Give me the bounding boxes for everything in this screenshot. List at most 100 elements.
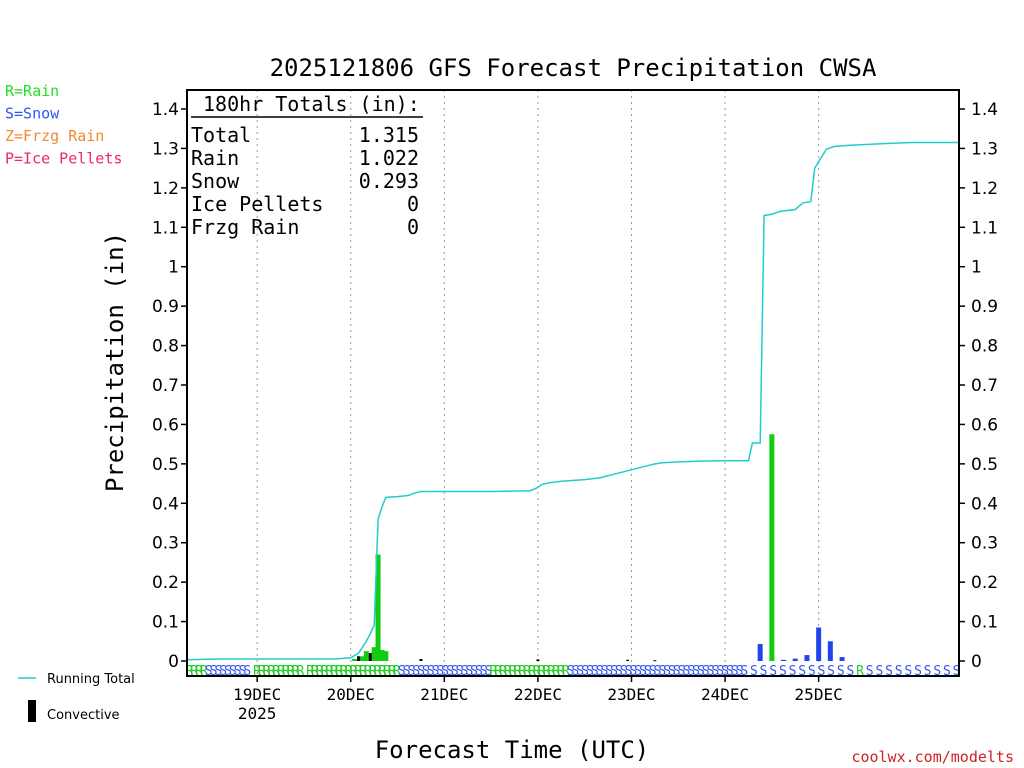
snow-bar: [827, 641, 833, 661]
ptype-char: R: [350, 664, 358, 679]
y-tick-label-right: 0.9: [971, 297, 998, 317]
ptype-char: S: [610, 664, 618, 679]
ptype-char: R: [306, 664, 314, 679]
y-tick-label-left: 0.2: [152, 573, 179, 593]
ptype-char: S: [480, 664, 488, 679]
ptype-char: S: [219, 664, 227, 679]
y-tick-label-left: 0.7: [152, 376, 179, 396]
y-tick-label-right: 0.7: [971, 376, 998, 396]
x-tick-label: 21DEC: [420, 685, 468, 704]
rain-bar: [359, 656, 365, 661]
convective-legend-label: Convective: [47, 708, 120, 723]
y-tick-label-left: 0.6: [152, 415, 179, 435]
ptype-char: R: [547, 664, 555, 679]
ptype-char: S: [446, 664, 454, 679]
ptype-char: R: [345, 664, 353, 679]
snow-bar: [781, 659, 787, 661]
ptype-char: R: [528, 664, 536, 679]
running-total-line: [186, 141, 959, 661]
ptype-char: R: [190, 664, 198, 679]
ptype-char: R: [552, 664, 560, 679]
ptype-char: S: [673, 664, 681, 679]
rain-bar: [375, 554, 381, 661]
ptype-char: S: [904, 664, 912, 679]
ptype-char: R: [514, 664, 522, 679]
ptype-char: S: [736, 664, 744, 679]
ptype-char: R: [316, 664, 324, 679]
ptype-char: S: [846, 664, 854, 679]
ptype-legend: R=Rain S=Snow Z=Frzg Rain P=Ice Pellets: [5, 82, 122, 168]
ptype-char: R: [499, 664, 507, 679]
ptype-char: S: [239, 664, 247, 679]
totals-row-value: 0: [407, 192, 419, 216]
rain-bar: [383, 651, 389, 661]
ptype-char: R: [282, 664, 290, 679]
ptype-char: S: [210, 664, 218, 679]
x-axis-label: Forecast Time (UTC): [375, 736, 650, 764]
ptype-char: R: [340, 664, 348, 679]
ptype-char: S: [205, 664, 213, 679]
ptype-char: R: [258, 664, 266, 679]
ptype-char: R: [523, 664, 531, 679]
ptype-legend-item: Z=Frzg Rain: [5, 127, 104, 145]
ptype-char: S: [600, 664, 608, 679]
ptype-char: S: [644, 664, 652, 679]
ptype-char: S: [403, 664, 411, 679]
ptype-char: R: [364, 664, 372, 679]
ptype-char: S: [586, 664, 594, 679]
ptype-legend-item: R=Rain: [5, 82, 59, 100]
ptype-char: S: [866, 664, 874, 679]
convective-bar: [626, 659, 630, 661]
ptype-char: R: [253, 664, 261, 679]
ptype-char: S: [895, 664, 903, 679]
ptype-char: S: [711, 664, 719, 679]
ptype-char: S: [914, 664, 922, 679]
y-tick-label-right: 0.4: [971, 494, 998, 514]
ptype-char: S: [214, 664, 222, 679]
rain-bar: [363, 651, 369, 661]
y-tick-label-right: 0.5: [971, 455, 998, 475]
ptype-char: S: [649, 664, 657, 679]
ptype-char: S: [779, 664, 787, 679]
ptype-char: S: [827, 664, 835, 679]
totals-row-value: 0.293: [359, 169, 419, 193]
x-tick-label: 24DEC: [701, 685, 749, 704]
ptype-char: S: [702, 664, 710, 679]
ptype-char: S: [615, 664, 623, 679]
ptype-char: S: [687, 664, 695, 679]
ptype-char: S: [436, 664, 444, 679]
ptype-char: S: [412, 664, 420, 679]
ptype-char: S: [818, 664, 826, 679]
ptype-char: R: [296, 664, 304, 679]
ptype-char: S: [924, 664, 932, 679]
ptype-char: R: [369, 664, 377, 679]
ptype-char: S: [417, 664, 425, 679]
ptype-char: R: [489, 664, 497, 679]
ptype-char: R: [509, 664, 517, 679]
ptype-char: S: [243, 664, 251, 679]
ptype-char: S: [224, 664, 232, 679]
y-tick-label-right: 1.4: [971, 100, 998, 120]
y-tick-label-left: 0.9: [152, 297, 179, 317]
rain-bar: [379, 649, 385, 661]
ptype-char: S: [567, 664, 575, 679]
snow-bar: [757, 644, 763, 661]
ptype-char: R: [200, 664, 208, 679]
ptype-char: S: [653, 664, 661, 679]
y-tick-label-left: 1.2: [152, 179, 179, 199]
totals-row-label: Rain: [191, 146, 239, 170]
ptype-char: S: [658, 664, 666, 679]
ptype-char: R: [277, 664, 285, 679]
ptype-char: S: [398, 664, 406, 679]
ptype-char: R: [856, 664, 864, 679]
totals-row-value: 1.315: [359, 123, 419, 147]
ptype-char: R: [378, 664, 386, 679]
convective-bar: [536, 659, 540, 661]
rain-bar: [769, 434, 775, 661]
ptype-char: S: [581, 664, 589, 679]
ptype-char: R: [267, 664, 275, 679]
ptype-char: S: [470, 664, 478, 679]
convective-bar: [653, 660, 657, 662]
y-tick-label-left: 0.1: [152, 613, 179, 633]
